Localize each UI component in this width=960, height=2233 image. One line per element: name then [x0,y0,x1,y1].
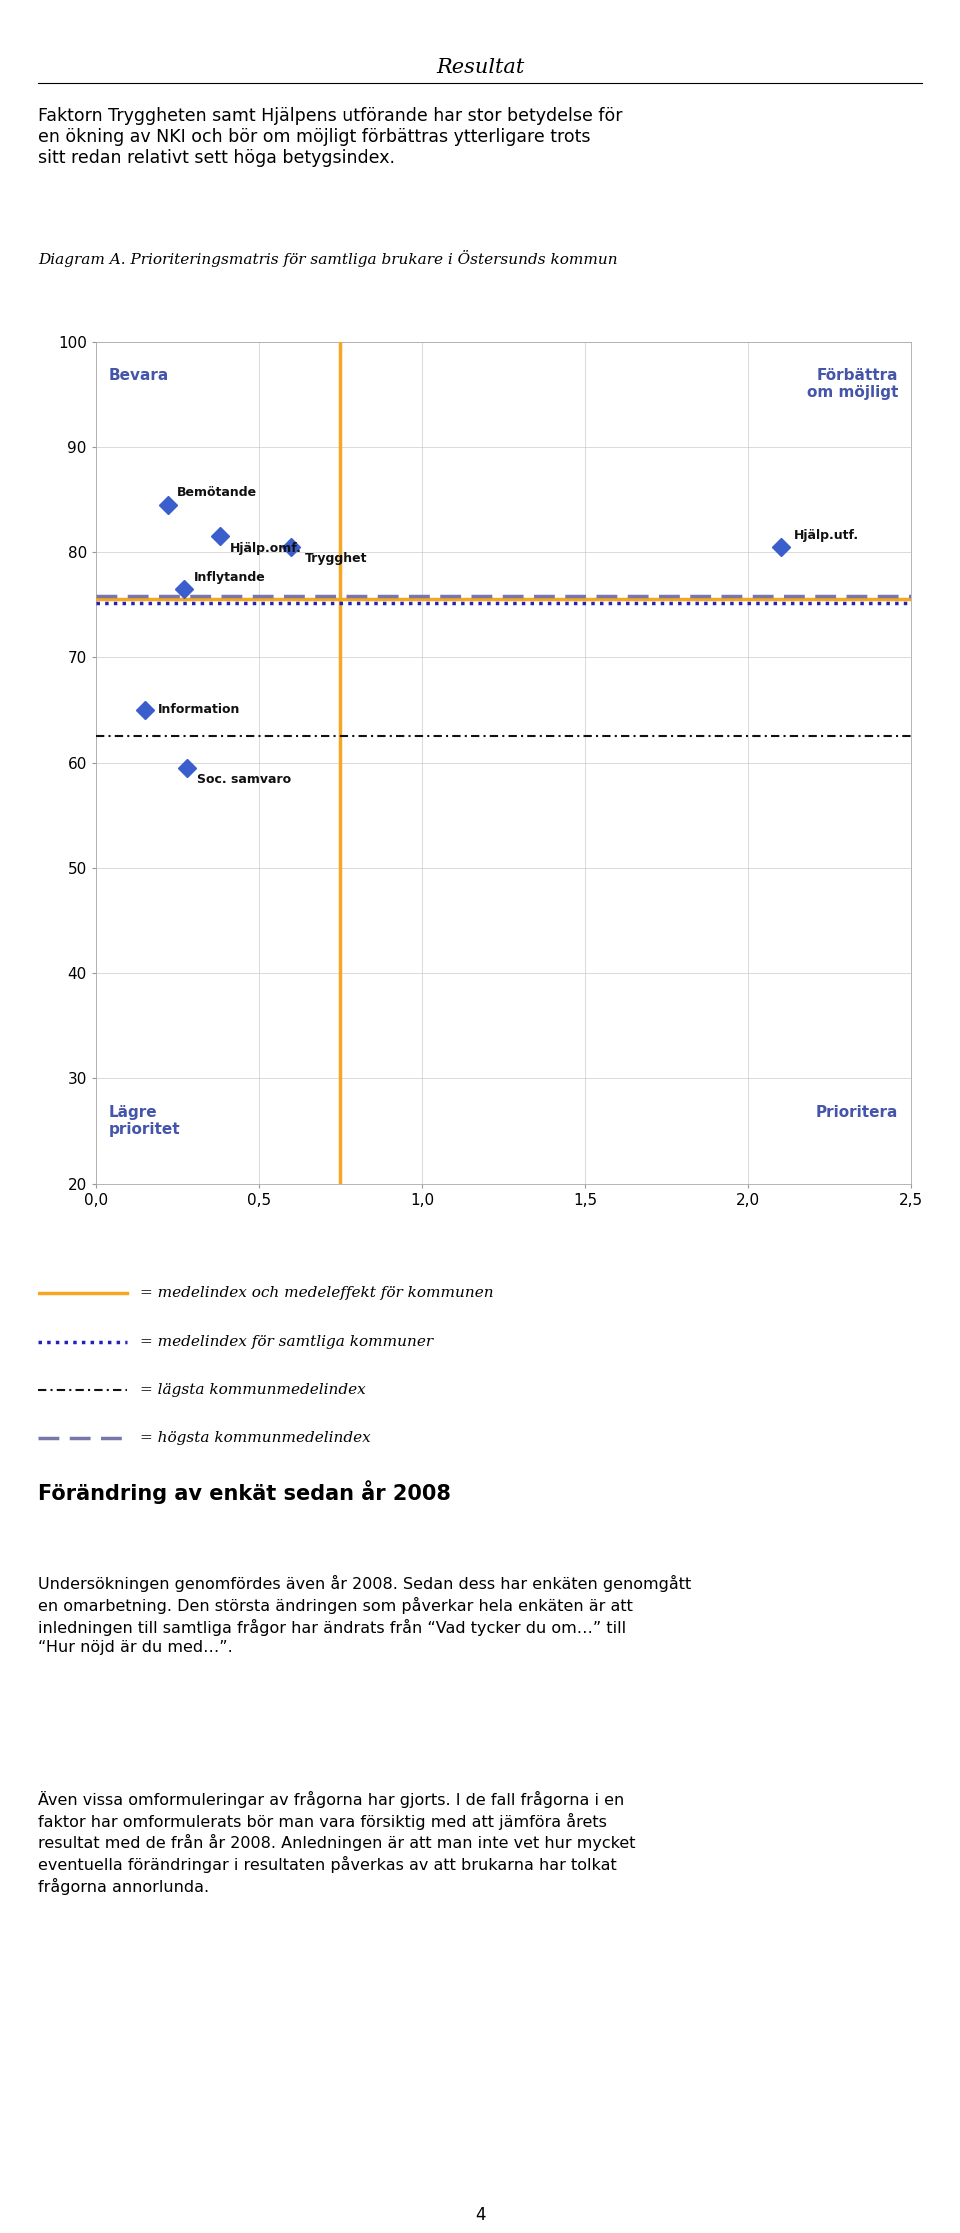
Text: Effekt: Effekt [861,1201,917,1219]
Text: = medelindex och medeleffekt för kommunen: = medelindex och medeleffekt för kommune… [140,1286,493,1300]
Text: Hjälp.omf.: Hjälp.omf. [229,543,301,554]
Text: Soc. samvaro: Soc. samvaro [197,773,291,786]
Text: Betygsindex: Betygsindex [56,304,172,322]
Text: Bemötande: Bemötande [178,487,257,500]
Text: Prioritera: Prioritera [816,1105,898,1119]
Text: Trygghet: Trygghet [304,552,367,565]
Text: Resultat: Resultat [436,58,524,78]
Text: 4: 4 [475,2206,485,2224]
Text: Inflytande: Inflytande [194,572,265,583]
Text: Undersökningen genomfördes även år 2008. Sedan dess har enkäten genomgått
en oma: Undersökningen genomfördes även år 2008.… [38,1574,691,1655]
Text: = medelindex för samtliga kommuner: = medelindex för samtliga kommuner [140,1335,433,1349]
Text: = högsta kommunmedelindex: = högsta kommunmedelindex [140,1431,371,1445]
Text: Lägre
prioritet: Lägre prioritet [108,1105,180,1137]
Text: Förändring av enkät sedan år 2008: Förändring av enkät sedan år 2008 [38,1480,451,1505]
Text: Faktorn Tryggheten samt Hjälpens utförande har stor betydelse för
en ökning av N: Faktorn Tryggheten samt Hjälpens utföran… [38,107,623,167]
Text: Diagram A. Prioriteringsmatris för samtliga brukare i Östersunds kommun: Diagram A. Prioriteringsmatris för samtl… [38,250,618,268]
Text: = lägsta kommunmedelindex: = lägsta kommunmedelindex [140,1382,366,1398]
Text: Hjälp.utf.: Hjälp.utf. [794,529,859,543]
Text: Även vissa omformuleringar av frågorna har gjorts. I de fall frågorna i en
fakto: Även vissa omformuleringar av frågorna h… [38,1791,636,1896]
Text: Bevara: Bevara [108,368,169,382]
Text: Information: Information [157,703,240,717]
Text: Förbättra
om möjligt: Förbättra om möjligt [806,368,898,400]
